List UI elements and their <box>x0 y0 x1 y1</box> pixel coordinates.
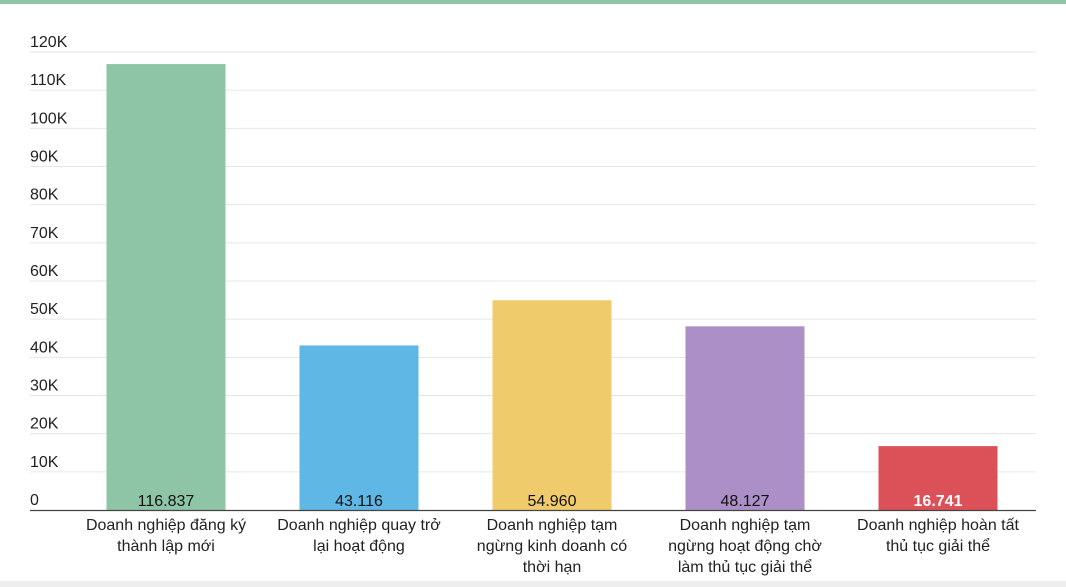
y-tick-label: 30K <box>30 378 59 395</box>
y-tick-label: 100K <box>30 110 68 127</box>
bottom-band <box>0 581 1066 587</box>
value-label: 116.837 <box>138 493 195 510</box>
y-tick-label: 120K <box>30 34 68 51</box>
category-label: Doanh nghiệp tạm ngừng kinh doanh có thời … <box>477 517 627 576</box>
y-tick-label: 50K <box>30 301 59 318</box>
y-tick-label: 60K <box>30 263 59 280</box>
top-accent-bar <box>0 0 1066 4</box>
y-tick-label: 40K <box>30 339 59 356</box>
category-label: Doanh nghiệp quay trở lại hoạt động <box>277 517 441 555</box>
value-label: 43.116 <box>335 493 383 510</box>
category-label: Doanh nghiệp đăng ký thành lập mới <box>86 517 246 555</box>
bars <box>106 64 998 510</box>
value-label: 48.127 <box>721 493 770 510</box>
y-tick-label: 20K <box>30 416 59 433</box>
bar <box>299 345 419 510</box>
y-tick-label: 70K <box>30 225 59 242</box>
y-tick-label: 110K <box>30 72 67 89</box>
category-label: Doanh nghiệp tạm ngừng hoạt động chờ làm t… <box>668 517 822 576</box>
y-tick-label: 10K <box>30 454 59 471</box>
category-labels: Doanh nghiệp đăng ký thành lập mới Doanh n… <box>86 517 1020 576</box>
y-tick-label: 90K <box>30 149 59 166</box>
category-label: Doanh nghiệp hoàn tất thủ tục giải thể <box>857 517 1019 555</box>
value-labels: 116.837 43.116 54.960 48.127 16.741 <box>138 493 963 510</box>
y-tick-label: 80K <box>30 187 59 204</box>
bar <box>106 64 226 510</box>
bar <box>685 326 805 510</box>
value-label: 16.741 <box>914 493 963 510</box>
value-label: 54.960 <box>528 493 577 510</box>
y-axis-ticks: 0 10K 20K 30K 40K 50K 60K 70K 80K 90K 100K 110K 120K <box>30 34 68 509</box>
bar <box>878 446 998 510</box>
bar <box>492 300 612 510</box>
y-tick-label: 0 <box>30 492 39 509</box>
